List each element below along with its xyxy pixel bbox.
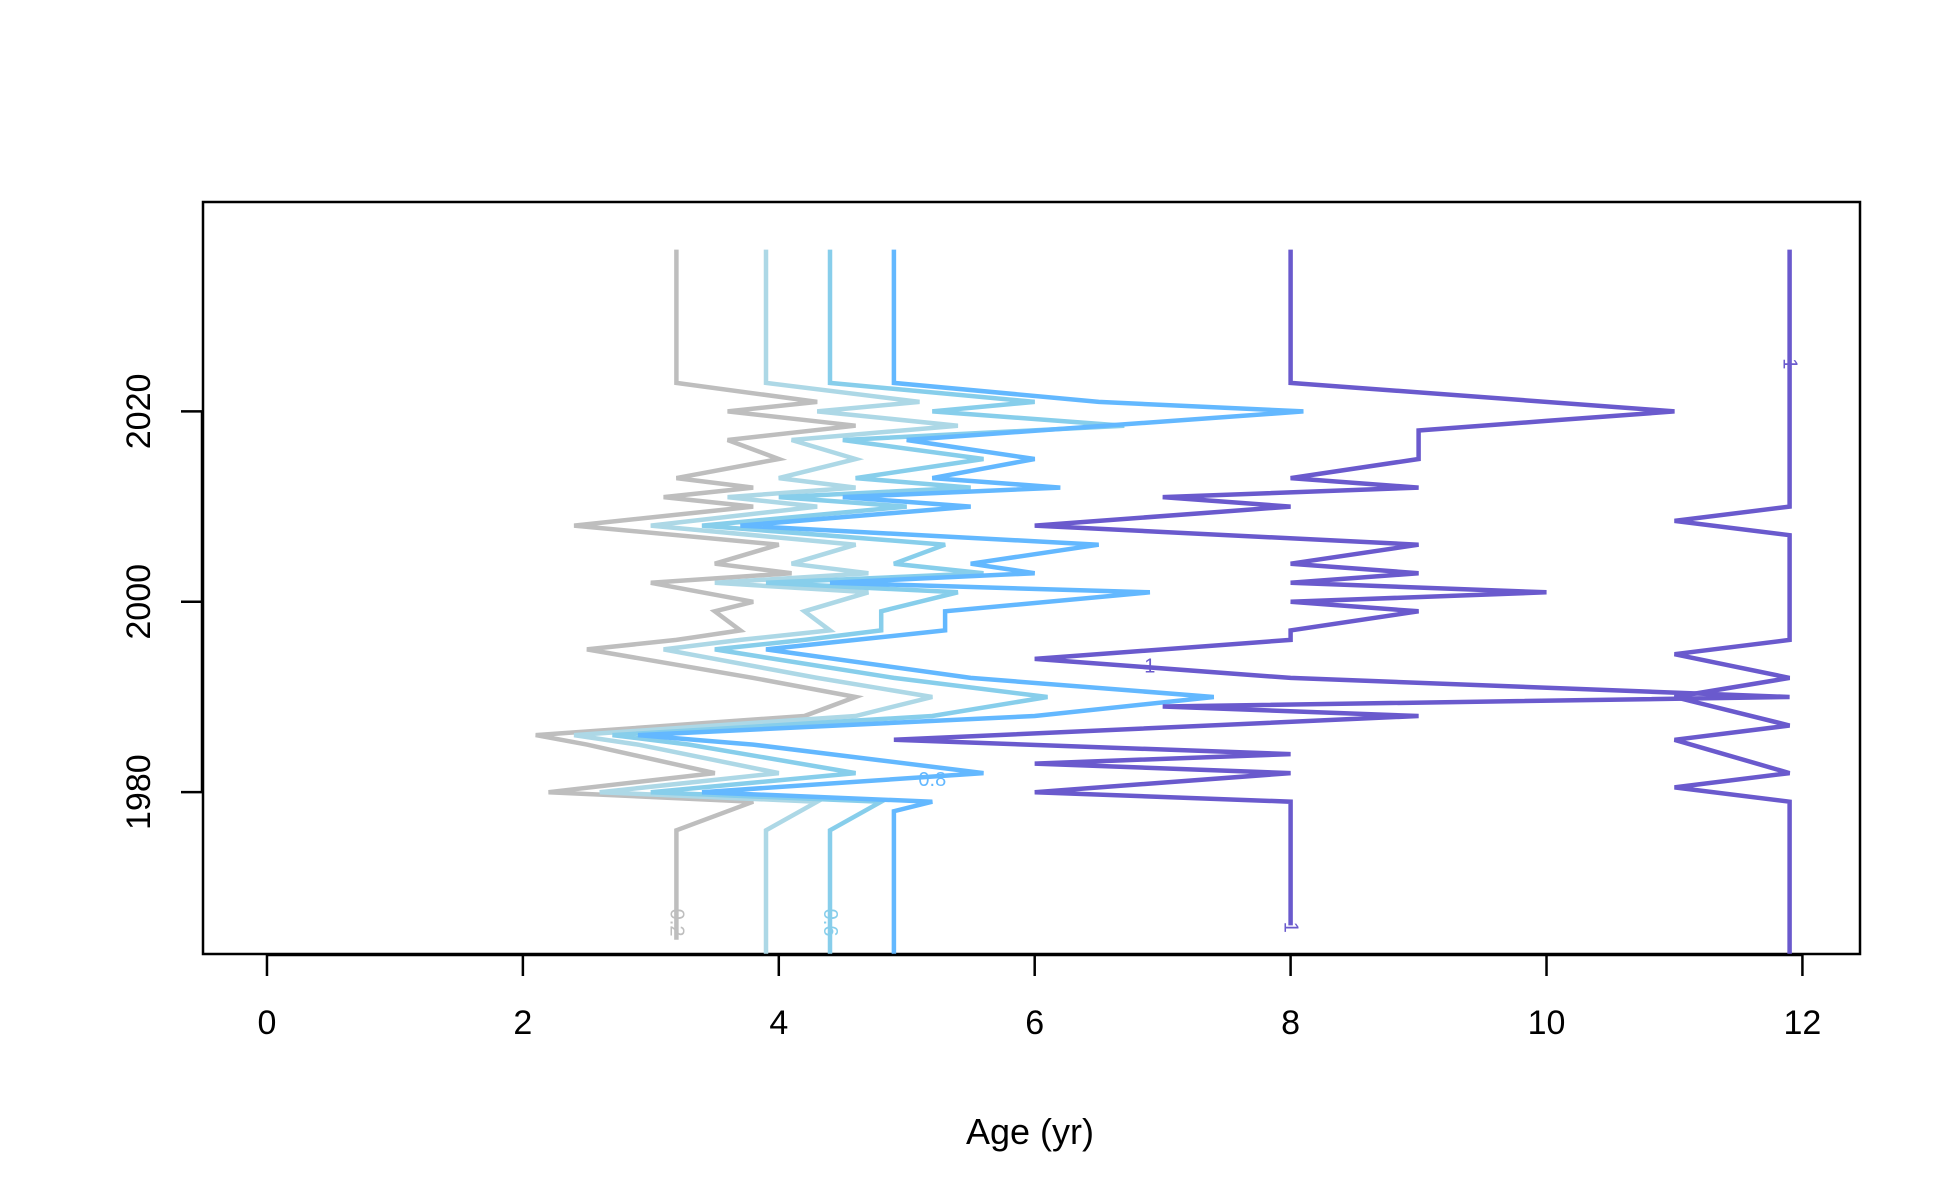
contour-line-4 — [637, 249, 1304, 954]
contour-label-6: 1 — [1779, 358, 1801, 369]
x-axis-title: Age (yr) — [966, 1111, 1094, 1152]
y-tick-label: 2020 — [120, 374, 158, 450]
x-axis: 0 2 4 6 8 10 12 — [258, 953, 1822, 1042]
contour-label-1: 0.2 — [665, 909, 687, 937]
x-tick-label: 10 — [1528, 1004, 1566, 1042]
x-tick-label: 6 — [1025, 1004, 1044, 1042]
y-tick-label: 1980 — [120, 754, 158, 830]
contour-line-6 — [1673, 249, 1792, 954]
contour-label-2: 0.6 — [819, 909, 841, 937]
y-axis: 1980 2000 2020 — [120, 374, 204, 830]
x-tick-label: 2 — [513, 1004, 532, 1042]
x-tick-label: 12 — [1784, 1004, 1822, 1042]
contour-line-1 — [535, 249, 865, 940]
contour-label-5: 1 — [1280, 922, 1302, 933]
x-tick-label: 4 — [769, 1004, 788, 1042]
contour-label-3: 0.8 — [918, 769, 946, 791]
x-tick-label: 8 — [1281, 1004, 1300, 1042]
contour-line-3 — [612, 249, 1125, 954]
contour-label-layer: 0.2 0.6 0.8 1 1 1 — [665, 358, 1800, 936]
contour-line-5 — [893, 249, 1790, 926]
contour-label-4: 1 — [1144, 656, 1155, 678]
y-tick-label: 2000 — [120, 564, 158, 640]
contour-line-2 — [573, 249, 959, 954]
plot-border — [201, 200, 1862, 956]
series-layer — [535, 249, 1792, 954]
x-tick-label: 0 — [258, 1004, 277, 1042]
